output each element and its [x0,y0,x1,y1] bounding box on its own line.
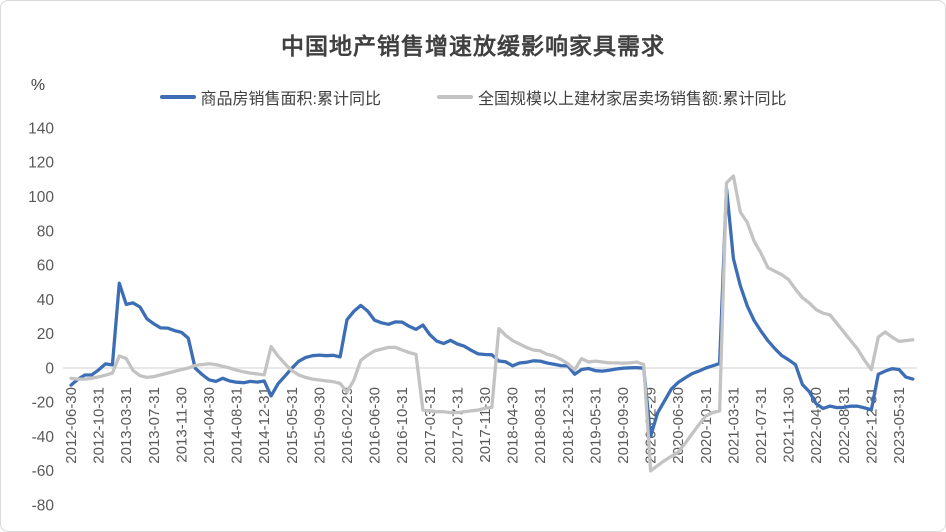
y-axis-unit-label: % [30,77,46,94]
x-tick-label: 2023-05-31 [891,387,908,464]
series-line-1 [69,186,915,439]
x-tick-label: 2017-03-31 [422,387,439,464]
x-tick-label: 2016-02-29 [339,387,356,464]
x-tick-label: 2013-11-30 [173,387,190,463]
legend: 商品房销售面积:累计同比 全国规模以上建材家居卖场销售额:累计同比 [1,85,945,109]
legend-item-store-sales: 全国规模以上建材家居卖场销售额:累计同比 [437,85,786,109]
y-tick-label: 120 [28,155,54,172]
x-tick-label: 2017-11-30 [477,387,494,463]
y-tick-label: -80 [32,498,55,515]
y-tick-label: 40 [37,292,55,309]
y-tick-label: -20 [32,395,55,412]
y-tick-label: 20 [37,326,55,343]
x-tick-label: 2018-12-31 [560,387,577,464]
x-tick-label: 2014-08-31 [229,387,246,464]
x-tick-label: 2021-11-30 [781,387,798,463]
x-tick-label: 2013-07-31 [146,387,163,464]
legend-item-housing-sales: 商品房销售面积:累计同比 [159,85,381,109]
x-tick-label: 2016-06-30 [367,387,384,464]
y-tick-label: 60 [37,258,55,275]
y-tick-label: 140 [28,120,54,137]
series2-line-swatch [437,95,473,99]
x-tick-label: 2012-06-30 [63,387,80,464]
x-tick-label: 2014-04-30 [201,387,218,464]
series1-line-swatch [159,95,196,99]
x-tick-label: 2015-09-30 [311,387,328,464]
x-tick-label: 2021-03-31 [725,387,742,464]
x-tick-label: 2021-07-31 [753,387,770,464]
x-tick-label: 2014-12-31 [256,387,273,464]
chart-title: 中国地产销售增速放缓影响家具需求 [281,33,665,59]
x-tick-label: 2022-12-31 [863,387,880,464]
x-tick-label: 2017-07-31 [449,387,466,464]
x-tick-label: 2019-05-31 [587,387,604,464]
x-tick-label: 2019-09-30 [615,387,632,464]
series-line-2 [69,174,915,473]
x-tick-label: 2020-10-31 [698,387,715,464]
x-tick-label: 2016-10-31 [394,387,411,464]
y-tick-label: -40 [32,429,55,446]
x-tick-label: 2013-03-31 [118,387,135,464]
x-tick-label: 2015-05-31 [284,387,301,464]
x-tick-label: 2022-04-30 [808,387,825,464]
x-tick-label: 2012-10-31 [91,387,108,464]
y-tick-label: 100 [28,189,54,206]
x-tick-label: 2018-04-30 [505,387,522,464]
y-tick-label: -60 [32,463,55,480]
series1-legend-label: 商品房销售面积:累计同比 [200,91,381,108]
y-tick-label: 80 [37,223,55,240]
x-tick-label: 2018-08-31 [532,387,549,464]
series2-legend-label: 全国规模以上建材家居卖场销售额:累计同比 [478,91,787,108]
y-tick-label: 0 [45,360,54,377]
x-tick-label: 2022-08-31 [836,387,853,464]
